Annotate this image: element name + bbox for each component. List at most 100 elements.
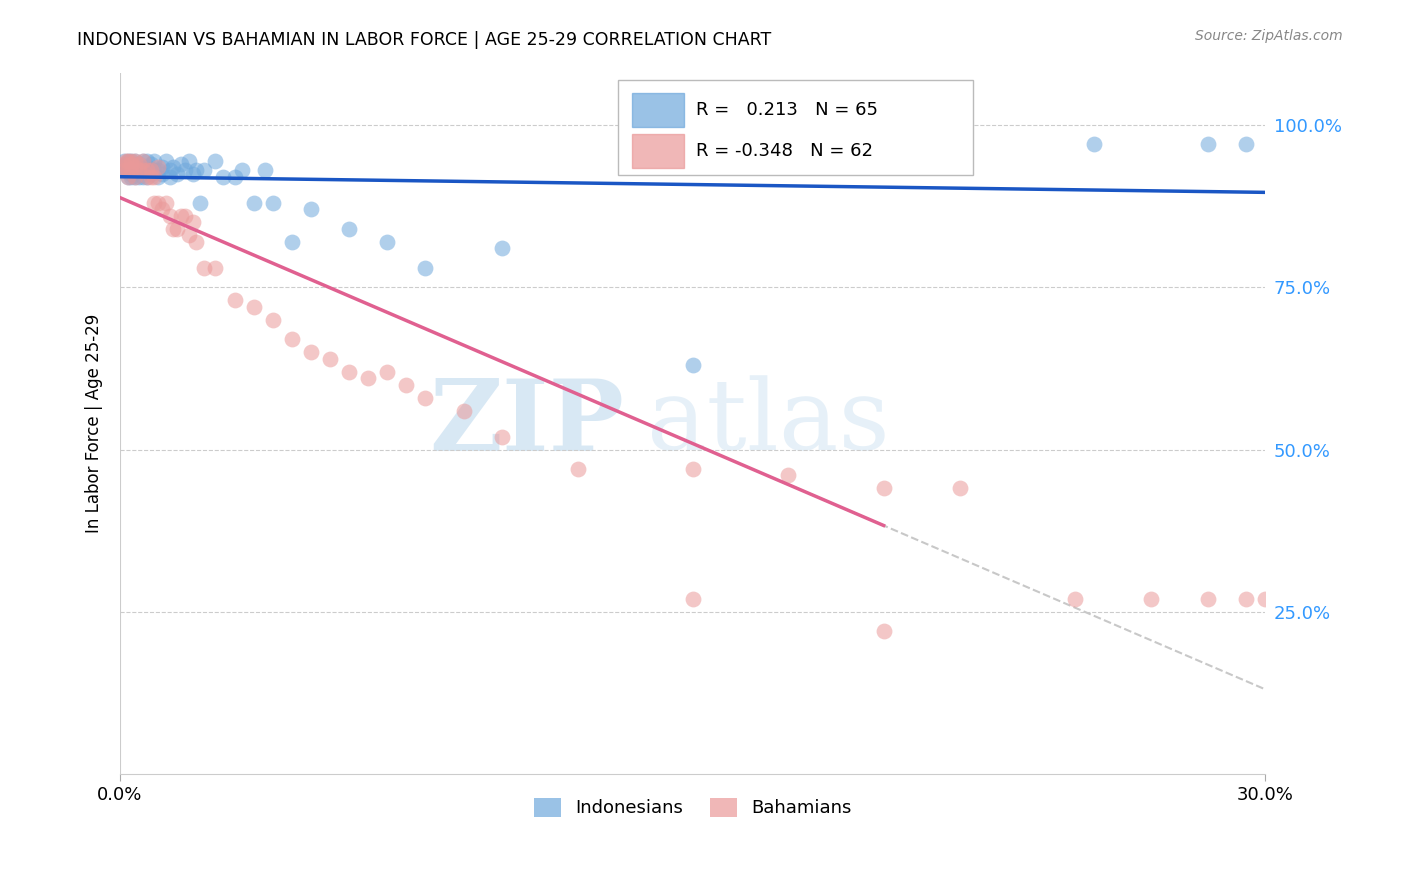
Point [682,462,704,476]
Point [778,468,800,483]
Point [111,160,134,174]
Point [254,163,277,178]
Point [120,157,142,171]
Point [337,221,360,235]
Point [120,163,142,178]
Point [262,312,284,326]
Point [112,163,135,178]
Point [212,169,235,184]
Point [1063,591,1085,606]
Legend: Indonesians, Bahamians: Indonesians, Bahamians [526,791,859,825]
Point [319,351,342,366]
Point [262,195,284,210]
Point [204,260,226,275]
Point [139,163,162,178]
Point [135,160,157,174]
Point [128,160,150,174]
Point [682,591,704,606]
Point [143,163,166,178]
Point [135,153,157,168]
Point [453,403,475,417]
Point [150,167,173,181]
Point [567,462,589,476]
Text: atlas: atlas [647,376,890,472]
Point [224,169,246,184]
Point [132,153,155,168]
Point [124,163,146,178]
Point [162,221,184,235]
Point [128,163,150,178]
Point [143,195,166,210]
Point [281,332,304,346]
Point [173,209,195,223]
Point [114,157,136,171]
Text: R =   0.213   N = 65: R = 0.213 N = 65 [696,101,879,120]
Point [146,163,169,178]
Point [231,163,253,178]
Point [132,169,155,184]
Point [139,167,162,181]
Point [357,371,380,385]
Point [117,153,139,168]
Text: Source: ZipAtlas.com: Source: ZipAtlas.com [1195,29,1343,43]
Point [139,163,162,178]
Point [112,157,135,171]
Point [181,167,204,181]
Point [146,195,169,210]
Point [186,163,208,178]
Point [872,153,894,168]
Point [135,169,157,184]
Point [124,169,146,184]
Point [337,365,360,379]
Point [186,235,208,249]
Point [872,624,894,639]
Point [132,163,155,178]
Point [193,163,215,178]
Point [117,169,139,184]
Point [949,153,972,168]
Point [120,157,142,171]
Point [224,293,246,308]
Point [139,157,162,171]
Point [188,195,211,210]
Point [170,209,193,223]
Point [135,169,157,184]
Point [159,209,181,223]
Point [117,160,139,174]
Point [1234,137,1257,152]
Point [135,163,157,178]
Point [395,377,418,392]
Point [491,241,513,255]
Point [120,169,142,184]
Point [1234,591,1257,606]
Point [114,153,136,168]
Point [242,195,264,210]
Point [204,153,226,168]
Point [146,160,169,174]
Point [150,160,173,174]
Point [124,169,146,184]
Text: ZIP: ZIP [429,375,624,472]
Point [143,153,166,168]
FancyBboxPatch shape [619,80,973,175]
Point [132,163,155,178]
Point [146,169,169,184]
Point [118,163,141,178]
Point [162,160,184,174]
Point [112,163,135,178]
Point [177,228,200,243]
Point [375,235,398,249]
Point [124,160,146,174]
Point [166,221,188,235]
Text: R = -0.348   N = 62: R = -0.348 N = 62 [696,142,873,160]
Point [491,429,513,443]
Point [173,163,195,178]
Point [150,202,173,217]
Point [193,260,215,275]
Point [143,169,166,184]
Point [872,482,894,496]
Text: INDONESIAN VS BAHAMIAN IN LABOR FORCE | AGE 25-29 CORRELATION CHART: INDONESIAN VS BAHAMIAN IN LABOR FORCE | … [77,31,772,49]
Point [299,202,322,217]
Bar [633,94,683,127]
Point [132,153,155,168]
